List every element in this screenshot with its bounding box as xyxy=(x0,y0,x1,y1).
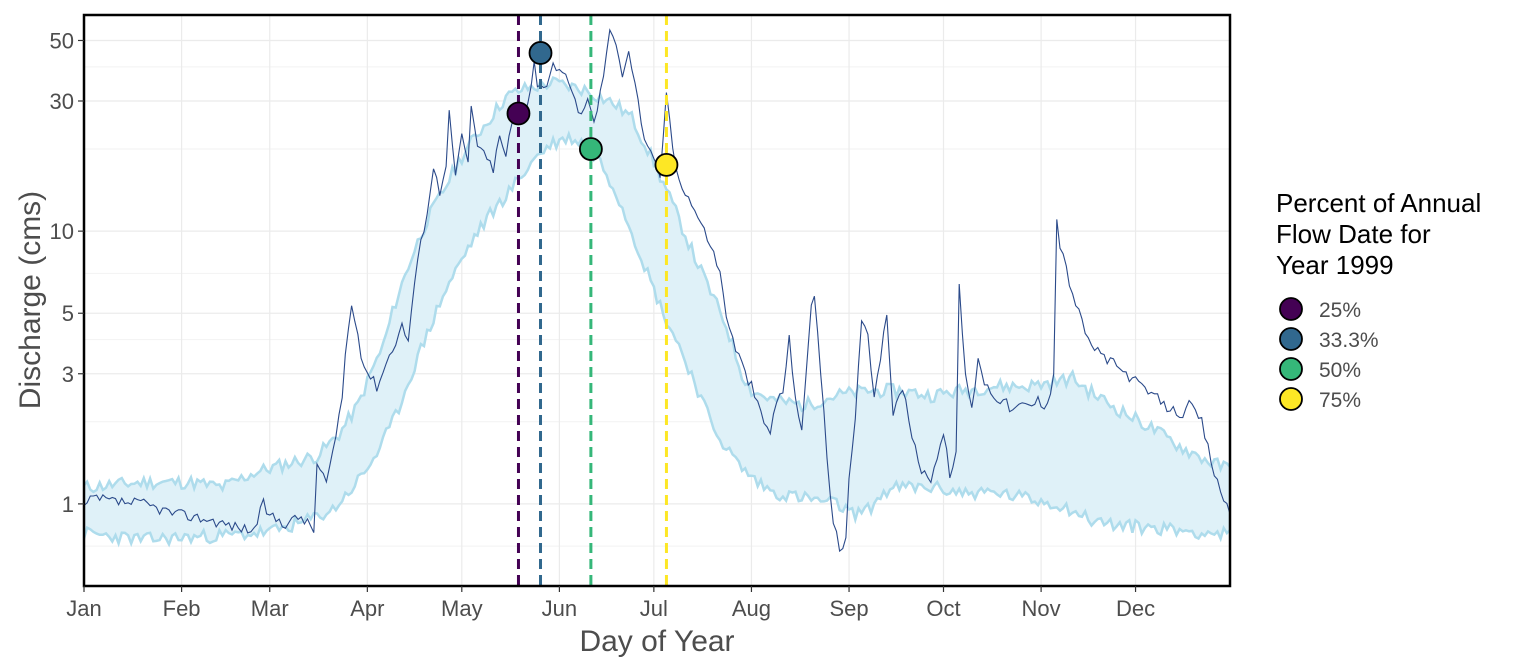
x-tick-label: Jan xyxy=(66,596,101,621)
legend-title-line: Percent of Annual xyxy=(1276,188,1481,218)
x-tick-label: Dec xyxy=(1116,596,1155,621)
markers-layer xyxy=(506,41,679,177)
x-tick-label: May xyxy=(441,596,483,621)
legend-label: 50% xyxy=(1319,359,1361,382)
y-tick-label: 1 xyxy=(62,492,74,517)
legend-key xyxy=(1279,297,1303,321)
x-axis-title: Day of Year xyxy=(579,625,734,658)
x-tick-label: Apr xyxy=(350,596,384,621)
legend-label: 33.3% xyxy=(1319,329,1379,352)
x-tick-label: Jul xyxy=(640,596,668,621)
legend-key xyxy=(1279,327,1303,351)
x-tick-label: Oct xyxy=(926,596,960,621)
band-layer xyxy=(82,75,1231,548)
y-tick-label: 5 xyxy=(62,301,74,326)
marker-point-333 xyxy=(528,41,553,65)
y-tick-label: 30 xyxy=(50,89,74,114)
marker-point-25 xyxy=(506,101,531,126)
x-tick-label: Feb xyxy=(163,596,201,621)
legend-title-line: Flow Date for xyxy=(1276,219,1431,249)
legend-key xyxy=(1279,387,1303,411)
y-tick-label: 3 xyxy=(62,362,74,387)
legend-title-line: Year 1999 xyxy=(1276,250,1394,280)
legend-label: 25% xyxy=(1319,299,1361,322)
y-axis-title: Discharge (cms) xyxy=(14,191,47,409)
x-tick-label: Mar xyxy=(251,596,289,621)
x-tick-label: Nov xyxy=(1022,596,1061,621)
x-tick-label: Jun xyxy=(542,596,577,621)
plot-panel-border xyxy=(82,13,1232,588)
x-axis-ticks: Jan Feb Mar Apr May Jun Jul Aug Sep Oct Nov Dec xyxy=(66,586,1155,621)
marker-point-75 xyxy=(654,152,679,177)
band-lower-edge xyxy=(82,130,1231,548)
x-tick-label: Aug xyxy=(732,596,771,621)
y-tick-label: 10 xyxy=(50,219,74,244)
y-axis-ticks: 1 3 5 10 30 50 xyxy=(50,28,84,517)
marker-point-50 xyxy=(578,137,603,161)
legend-key xyxy=(1279,357,1303,381)
legend-label: 75% xyxy=(1319,389,1361,412)
y-tick-label: 50 xyxy=(50,28,74,53)
x-tick-label: Sep xyxy=(829,596,868,621)
flow-range-band xyxy=(84,77,1230,545)
